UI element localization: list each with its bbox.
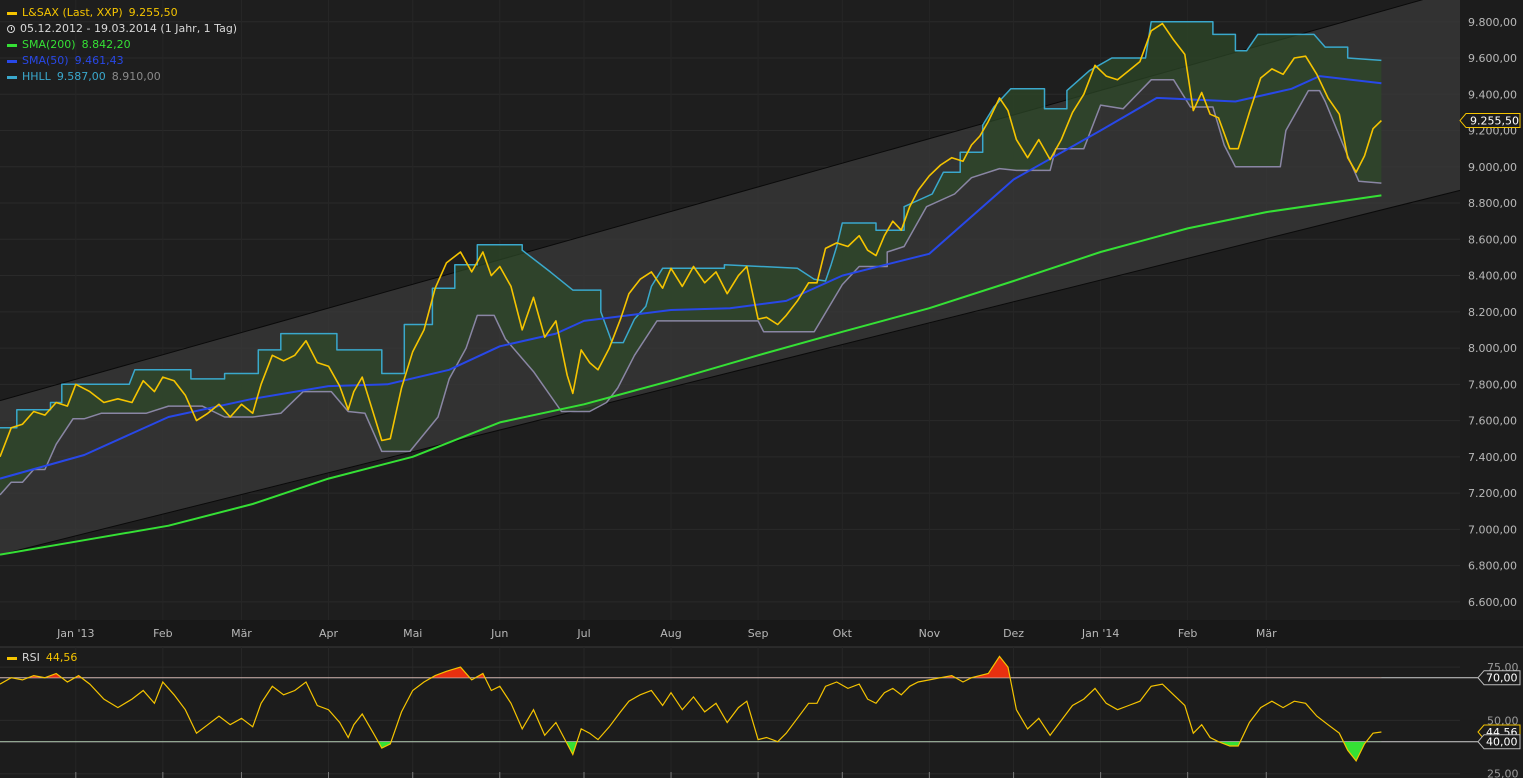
sma200-line[interactable] [0, 194, 1382, 556]
y-tick-label: 7.600,00 [1468, 415, 1517, 428]
y-tick-label: 7.000,00 [1468, 523, 1517, 536]
y-tick-label: 9.000,00 [1468, 161, 1517, 174]
y-tick-label: 8.800,00 [1468, 197, 1517, 210]
y-tick-label: 8.000,00 [1468, 342, 1517, 355]
legend-swatch-instrument [7, 11, 17, 15]
y-tick-label: 8.200,00 [1468, 306, 1517, 319]
legend-rsi-name: RSI [22, 651, 40, 664]
x-tick-label: Jun [490, 627, 508, 640]
y-tick-label: 7.400,00 [1468, 451, 1517, 464]
legend-hhll-value: 9.587,00 [56, 70, 106, 83]
legend-swatch-rsi [7, 656, 17, 660]
x-tick-label: Mai [403, 627, 422, 640]
y-tick-label: 9.600,00 [1468, 52, 1517, 65]
price-line[interactable] [0, 22, 1382, 458]
time-axis-band [0, 620, 1523, 647]
rsi-y-tick-label: 50,00 [1487, 714, 1519, 727]
legend-sma200-name: SMA(200) [22, 38, 76, 51]
legend-hhll-name: HHLL [22, 70, 51, 83]
x-tick-label: Apr [319, 627, 339, 640]
x-tick-label: Sep [748, 627, 769, 640]
y-tick-label: 7.200,00 [1468, 487, 1517, 500]
x-tick-label: Mär [231, 627, 252, 640]
y-tick-label: 8.600,00 [1468, 233, 1517, 246]
price-tag-text: 9.255,50 [1470, 115, 1519, 128]
legend-swatch-sma200 [7, 43, 17, 47]
y-tick-label: 7.800,00 [1468, 378, 1517, 391]
rsi-line[interactable] [0, 655, 1382, 763]
y-tick-label: 9.400,00 [1468, 88, 1517, 101]
clock-icon [7, 25, 15, 33]
rsi-y-tick-label: 25,00 [1487, 768, 1519, 778]
channel-lower-line[interactable] [0, 189, 1461, 556]
x-tick-label: Mär [1256, 627, 1277, 640]
x-tick-label: Aug [660, 627, 681, 640]
legend-rsi-value: 44,56 [45, 651, 78, 664]
x-tick-label: Feb [1178, 627, 1197, 640]
legend-period-text: 05.12.2012 - 19.03.2014 (1 Jahr, 1 Tag) [20, 22, 238, 35]
legend-sma50[interactable]: SMA(50) 9.461,43 [7, 53, 237, 69]
price-tag-box [1459, 113, 1521, 129]
rsi-legend: RSI 44,56 [7, 650, 77, 666]
legend-instrument-name: L&SAX (Last, XXP) [22, 6, 123, 19]
legend-swatch-sma50 [7, 59, 17, 63]
y-tick-label: 9.800,00 [1468, 16, 1517, 29]
x-tick-label: Jan '14 [1081, 627, 1119, 640]
legend-sma50-name: SMA(50) [22, 54, 69, 67]
legend-swatch-hhll [7, 75, 17, 79]
legend-hhll-value2: 8.910,00 [111, 70, 161, 83]
legend-period: 05.12.2012 - 19.03.2014 (1 Jahr, 1 Tag) [7, 21, 237, 37]
legend-hhll[interactable]: HHLL 9.587,00 8.910,00 [7, 69, 237, 85]
rsi-tag-lower-text: 40,00 [1486, 736, 1518, 749]
x-tick-label: Jan '13 [56, 627, 94, 640]
x-tick-label: Nov [919, 627, 941, 640]
x-tick-label: Dez [1003, 627, 1024, 640]
y-tick-label: 8.400,00 [1468, 270, 1517, 283]
y-tick-label: 6.600,00 [1468, 596, 1517, 609]
hhll-high-line[interactable] [0, 21, 1382, 429]
legend-instrument-value: 9.255,50 [128, 6, 178, 19]
rsi-tag-lower-box [1477, 734, 1521, 750]
legend-sma50-value: 9.461,43 [74, 54, 124, 67]
legend-sma200-value: 8.842,20 [81, 38, 131, 51]
x-tick-label: Feb [153, 627, 172, 640]
legend-rsi[interactable]: RSI 44,56 [7, 650, 77, 666]
main-legend: L&SAX (Last, XXP) 9.255,50 05.12.2012 - … [7, 5, 237, 85]
legend-sma200[interactable]: SMA(200) 8.842,20 [7, 37, 237, 53]
rsi-tag-upper-box [1477, 670, 1521, 686]
sma50-line[interactable] [0, 75, 1382, 480]
y-tick-label: 6.800,00 [1468, 560, 1517, 573]
x-tick-label: Okt [833, 627, 853, 640]
rsi-tag-upper-text: 70,00 [1486, 672, 1518, 685]
hhll-band-fill [0, 21, 1382, 495]
legend-instrument[interactable]: L&SAX (Last, XXP) 9.255,50 [7, 5, 237, 21]
x-tick-label: Jul [576, 627, 590, 640]
